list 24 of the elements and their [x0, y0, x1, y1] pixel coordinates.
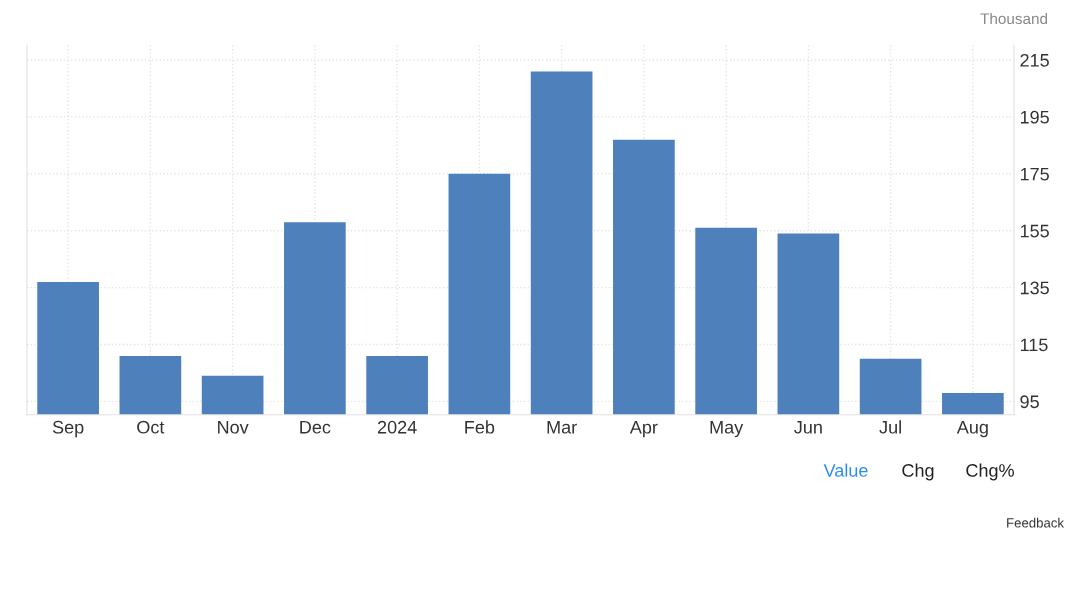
x-tick-label: Apr	[629, 421, 658, 438]
text: Feedback	[1007, 517, 1065, 528]
text: Value	[823, 463, 868, 477]
x-tick-label: Mar	[547, 421, 577, 434]
y-tick-label: 115	[1020, 338, 1048, 352]
y-tick-label: 95	[1020, 395, 1039, 409]
y-tick-label: 175	[1020, 167, 1049, 181]
x-tick-label: 2024	[377, 420, 417, 434]
x-tick-label: Aug	[956, 421, 988, 438]
x-tick-label: Jul	[879, 420, 901, 434]
y-tick-label: 155	[1020, 224, 1049, 238]
y-tick-label: 215	[1020, 53, 1049, 67]
y-tick-label: 195	[1020, 110, 1049, 124]
x-tick-label: Oct	[137, 420, 165, 434]
x-tick-label: May	[710, 421, 744, 438]
x-tick-label: Feb	[465, 420, 495, 434]
text: Chg	[902, 463, 934, 481]
x-tick-label: Nov	[218, 421, 249, 434]
y-axis-title: Thousand	[980, 12, 1048, 25]
text: Chg%	[966, 463, 1014, 481]
x-tick-label: Jun	[794, 421, 822, 434]
x-tick-label: Sep	[52, 420, 84, 438]
y-tick-label: 135	[1020, 281, 1049, 295]
x-tick-label: Dec	[300, 421, 331, 434]
